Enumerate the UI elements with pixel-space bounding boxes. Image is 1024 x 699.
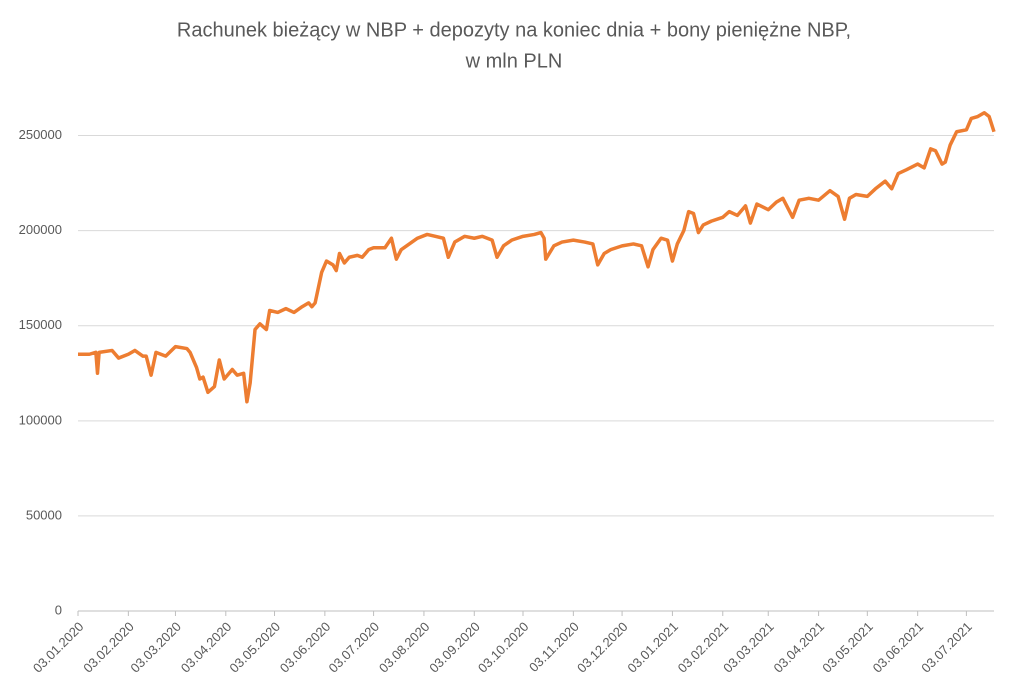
y-tick-label: 200000 (19, 222, 62, 237)
x-tick-label: 03.08.2020 (376, 619, 433, 676)
y-tick-label: 0 (55, 602, 62, 617)
chart-title: w mln PLN (465, 50, 563, 72)
x-tick-label: 03.07.2020 (326, 619, 383, 676)
x-tick-label: 03.05.2021 (819, 619, 876, 676)
chart-title: Rachunek bieżący w NBP + depozyty na kon… (177, 19, 851, 41)
y-tick-label: 100000 (19, 412, 62, 427)
x-tick-label: 03.09.2020 (426, 619, 483, 676)
x-tick-label: 03.01.2021 (624, 619, 681, 676)
x-tick-label: 03.07.2021 (918, 619, 975, 676)
x-tick-label: 03.06.2021 (870, 619, 927, 676)
y-tick-label: 150000 (19, 317, 62, 332)
x-tick-label: 03.05.2020 (226, 619, 283, 676)
x-tick-label: 03.12.2020 (574, 619, 631, 676)
x-tick-label: 03.10.2020 (475, 619, 532, 676)
y-tick-label: 250000 (19, 127, 62, 142)
x-tick-label: 03.04.2020 (178, 619, 235, 676)
y-tick-label: 50000 (26, 507, 62, 522)
x-tick-label: 03.04.2021 (771, 619, 828, 676)
data-line (78, 110, 996, 404)
x-tick-label: 03.06.2020 (277, 619, 334, 676)
x-tick-label: 03.01.2020 (30, 619, 87, 676)
x-tick-label: 03.11.2020 (526, 619, 582, 675)
x-tick-label: 03.03.2020 (127, 619, 184, 676)
